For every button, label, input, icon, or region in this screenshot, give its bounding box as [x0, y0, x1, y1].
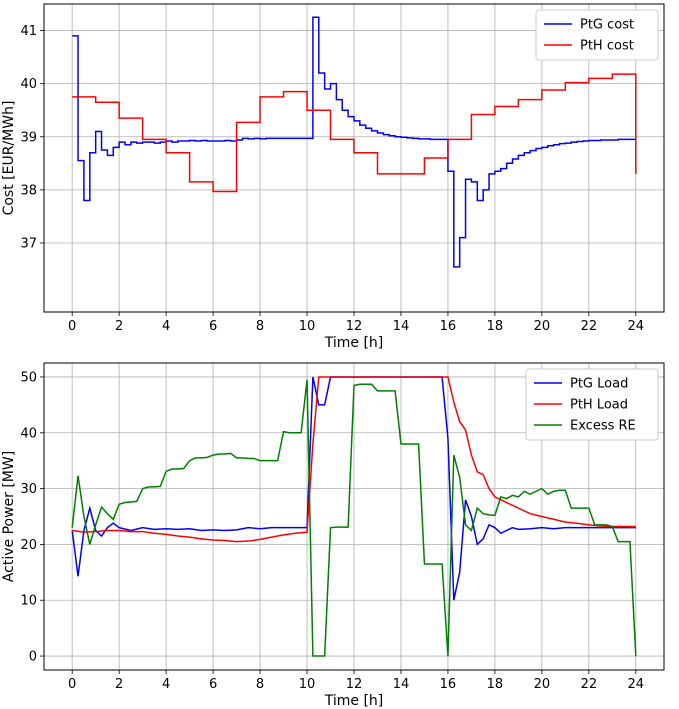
series-line-pth-load [72, 376, 636, 543]
x-tick-label: 0 [68, 677, 76, 692]
legend: PtG Load PtH Load Excess RE [525, 368, 659, 441]
x-axis-label: Time [h] [324, 693, 384, 709]
x-tick-label: 4 [162, 319, 170, 334]
x-tick-label: 0 [68, 319, 76, 334]
x-tick-label: 2 [115, 677, 123, 692]
y-tick-label: 30 [20, 482, 37, 497]
y-axis-label: Cost [EUR/MWh] [1, 101, 17, 216]
x-tick-label: 12 [346, 677, 363, 692]
legend-label: PtH cost [580, 39, 634, 54]
x-tick-label: 22 [581, 677, 598, 692]
y-tick-label: 39 [20, 130, 37, 145]
y-tick-label: 38 [20, 183, 37, 198]
x-tick-label: 16 [440, 319, 457, 334]
x-tick-label: 6 [209, 677, 217, 692]
series-line-ptg-cost [72, 16, 636, 268]
plot-frame [43, 3, 665, 313]
legend-label: PtG Load [570, 377, 628, 392]
y-tick-label: 41 [20, 24, 37, 39]
x-tick-label: 10 [299, 319, 316, 334]
series-line-pth-cost [72, 73, 637, 193]
series-line-excess-re [71, 379, 637, 657]
legend-box [525, 368, 659, 441]
y-tick-label: 0 [29, 650, 37, 665]
plot-frame [43, 362, 665, 671]
x-tick-label: 22 [581, 319, 598, 334]
x-tick-label: 12 [346, 319, 363, 334]
x-tick-label: 18 [487, 319, 504, 334]
x-tick-label: 2 [115, 319, 123, 334]
x-tick-label: 20 [534, 319, 551, 334]
x-tick-label: 20 [534, 677, 551, 692]
x-tick-label: 24 [628, 319, 645, 334]
x-tick-label: 10 [299, 677, 316, 692]
legend: PtG cost PtH cost [535, 9, 659, 61]
y-tick-label: 10 [20, 594, 37, 609]
x-tick-label: 6 [209, 319, 217, 334]
y-tick-label: 40 [20, 77, 37, 92]
x-tick-label: 16 [440, 677, 457, 692]
x-tick-label: 14 [393, 677, 410, 692]
y-tick-label: 50 [20, 370, 37, 385]
x-tick-label: 4 [162, 677, 170, 692]
legend-label: Excess RE [570, 419, 636, 434]
y-tick-label: 40 [20, 426, 37, 441]
legend-label: PtH Load [570, 398, 628, 413]
x-tick-label: 18 [487, 677, 504, 692]
legend-label: PtG cost [580, 18, 634, 33]
x-tick-label: 8 [256, 319, 264, 334]
y-tick-label: 20 [20, 538, 37, 553]
x-tick-label: 8 [256, 677, 264, 692]
y-axis-label: Active Power [MW] [1, 451, 17, 582]
x-axis-label: Time [h] [324, 335, 384, 351]
y-tick-label: 37 [20, 236, 37, 251]
legend-box [535, 9, 659, 61]
x-tick-label: 24 [628, 677, 645, 692]
x-tick-label: 14 [393, 319, 410, 334]
